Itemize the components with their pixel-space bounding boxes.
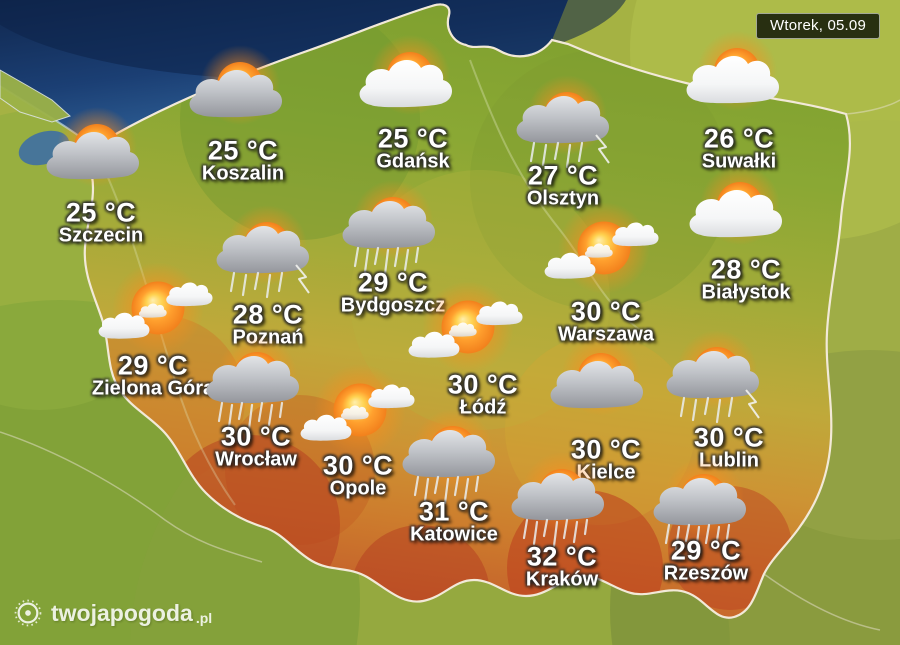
city-name: Białystok <box>701 281 791 304</box>
city-temperature: 30 °C <box>693 422 765 453</box>
city-temperature: 28 °C <box>232 299 304 330</box>
weather-icon-sun-behind-gray-cloud <box>32 103 162 213</box>
city-name: Zielona Góra <box>91 377 215 400</box>
logo-suffix: .pl <box>195 610 213 626</box>
city-name: Opole <box>329 477 387 500</box>
city-name: Warszawa <box>558 323 654 346</box>
city-temperature: 27 °C <box>527 160 599 191</box>
city-name: Bydgoszcz <box>340 294 446 317</box>
site-logo[interactable]: twojapogoda .pl <box>12 597 212 629</box>
city-name: Suwałki <box>701 150 777 173</box>
city-temperature: 28 °C <box>710 254 782 285</box>
weather-icon-sun-small-clouds <box>539 198 669 308</box>
city-temperature: 29 °C <box>670 535 742 566</box>
city-temperature: 25 °C <box>207 135 279 166</box>
river-odra <box>93 146 236 506</box>
city-name: Wrocław <box>215 448 297 471</box>
city-temperature: 25 °C <box>377 123 449 154</box>
coastal-islands <box>0 69 71 123</box>
city-temperature: 30 °C <box>447 369 519 400</box>
neighbour-borders <box>0 99 900 631</box>
city-name: Koszalin <box>201 162 285 185</box>
weather-icon-sun-behind-gray-cloud <box>536 332 666 442</box>
weather-icon-sun-rain-storm <box>652 328 782 438</box>
city-name: Szczecin <box>58 224 144 247</box>
city-name: Gdańsk <box>376 150 450 173</box>
city-name: Olsztyn <box>526 187 600 210</box>
logo-text: twojapogoda <box>51 599 193 626</box>
city-temperature: 32 °C <box>526 541 598 572</box>
city-temperature: 30 °C <box>322 450 394 481</box>
city-temperature: 31 °C <box>418 496 490 527</box>
city-temperature: 29 °C <box>357 267 429 298</box>
city-temperature: 30 °C <box>220 421 292 452</box>
city-name: Katowice <box>410 523 498 546</box>
city-name: Rzeszów <box>663 562 749 585</box>
date-badge: Wtorek, 05.09 <box>756 13 880 39</box>
river-vistula <box>469 59 641 331</box>
city-name: Kraków <box>525 568 599 591</box>
sun-logo-icon <box>14 599 42 627</box>
city-name: Łódź <box>459 396 507 419</box>
weather-icon-sun-behind-white-cloud <box>672 27 802 137</box>
city-temperature: 26 °C <box>703 123 775 154</box>
city-temperature: 29 °C <box>117 350 189 381</box>
city-temperature: 25 °C <box>65 197 137 228</box>
weather-icon-sun-behind-gray-cloud <box>175 41 305 151</box>
city-temperature: 30 °C <box>570 296 642 327</box>
